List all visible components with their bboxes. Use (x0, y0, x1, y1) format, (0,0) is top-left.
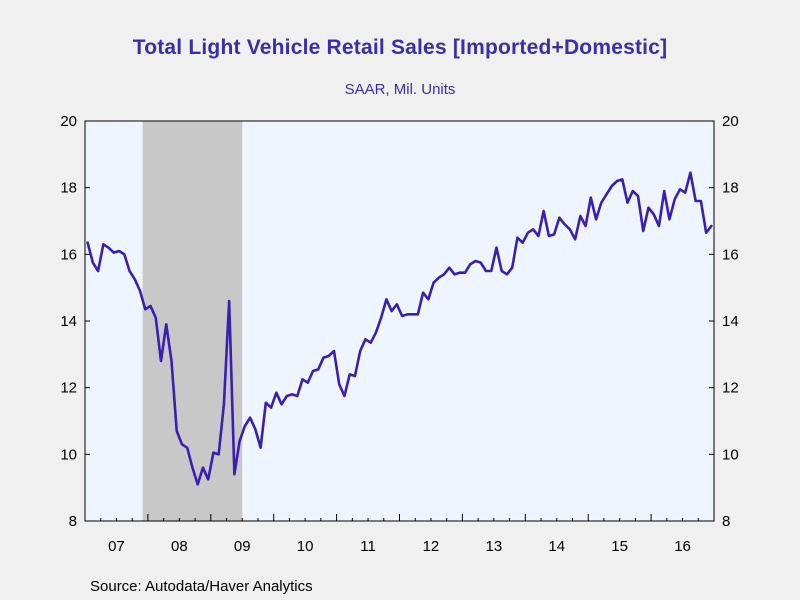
y-tick-label-left: 8 (69, 513, 77, 530)
source-note: Source: Autodata/Haver Analytics (90, 578, 313, 595)
x-tick-label: 13 (486, 538, 503, 555)
chart-title: Total Light Vehicle Retail Sales [Import… (132, 36, 668, 59)
y-tick-label-left: 12 (60, 380, 77, 397)
y-tick-label-right: 8 (722, 513, 730, 530)
y-tick-label-right: 10 (722, 446, 739, 463)
x-tick-label: 08 (171, 538, 188, 555)
x-tick-label: 07 (108, 538, 125, 555)
y-tick-label-left: 18 (60, 180, 77, 197)
y-tick-label-right: 12 (722, 380, 739, 397)
x-tick-label: 10 (297, 538, 314, 555)
y-tick-label-left: 14 (60, 313, 77, 330)
x-tick-label: 15 (611, 538, 628, 555)
y-tick-label-left: 10 (60, 446, 77, 463)
y-tick-label-right: 20 (722, 113, 739, 130)
x-tick-label: 16 (674, 538, 691, 555)
y-tick-label-left: 20 (60, 113, 77, 130)
x-tick-label: 14 (548, 538, 565, 555)
y-tick-label-left: 16 (60, 246, 77, 263)
x-tick-label: 11 (360, 538, 376, 555)
x-tick-label: 09 (234, 538, 251, 555)
y-tick-label-right: 14 (722, 313, 739, 330)
series-line (86, 171, 713, 486)
chart-subtitle: SAAR, Mil. Units (344, 81, 456, 98)
recession-shade (142, 121, 243, 521)
y-tick-label-right: 18 (722, 180, 739, 197)
y-tick-label-right: 16 (722, 246, 739, 263)
x-tick-label: 12 (423, 538, 440, 555)
